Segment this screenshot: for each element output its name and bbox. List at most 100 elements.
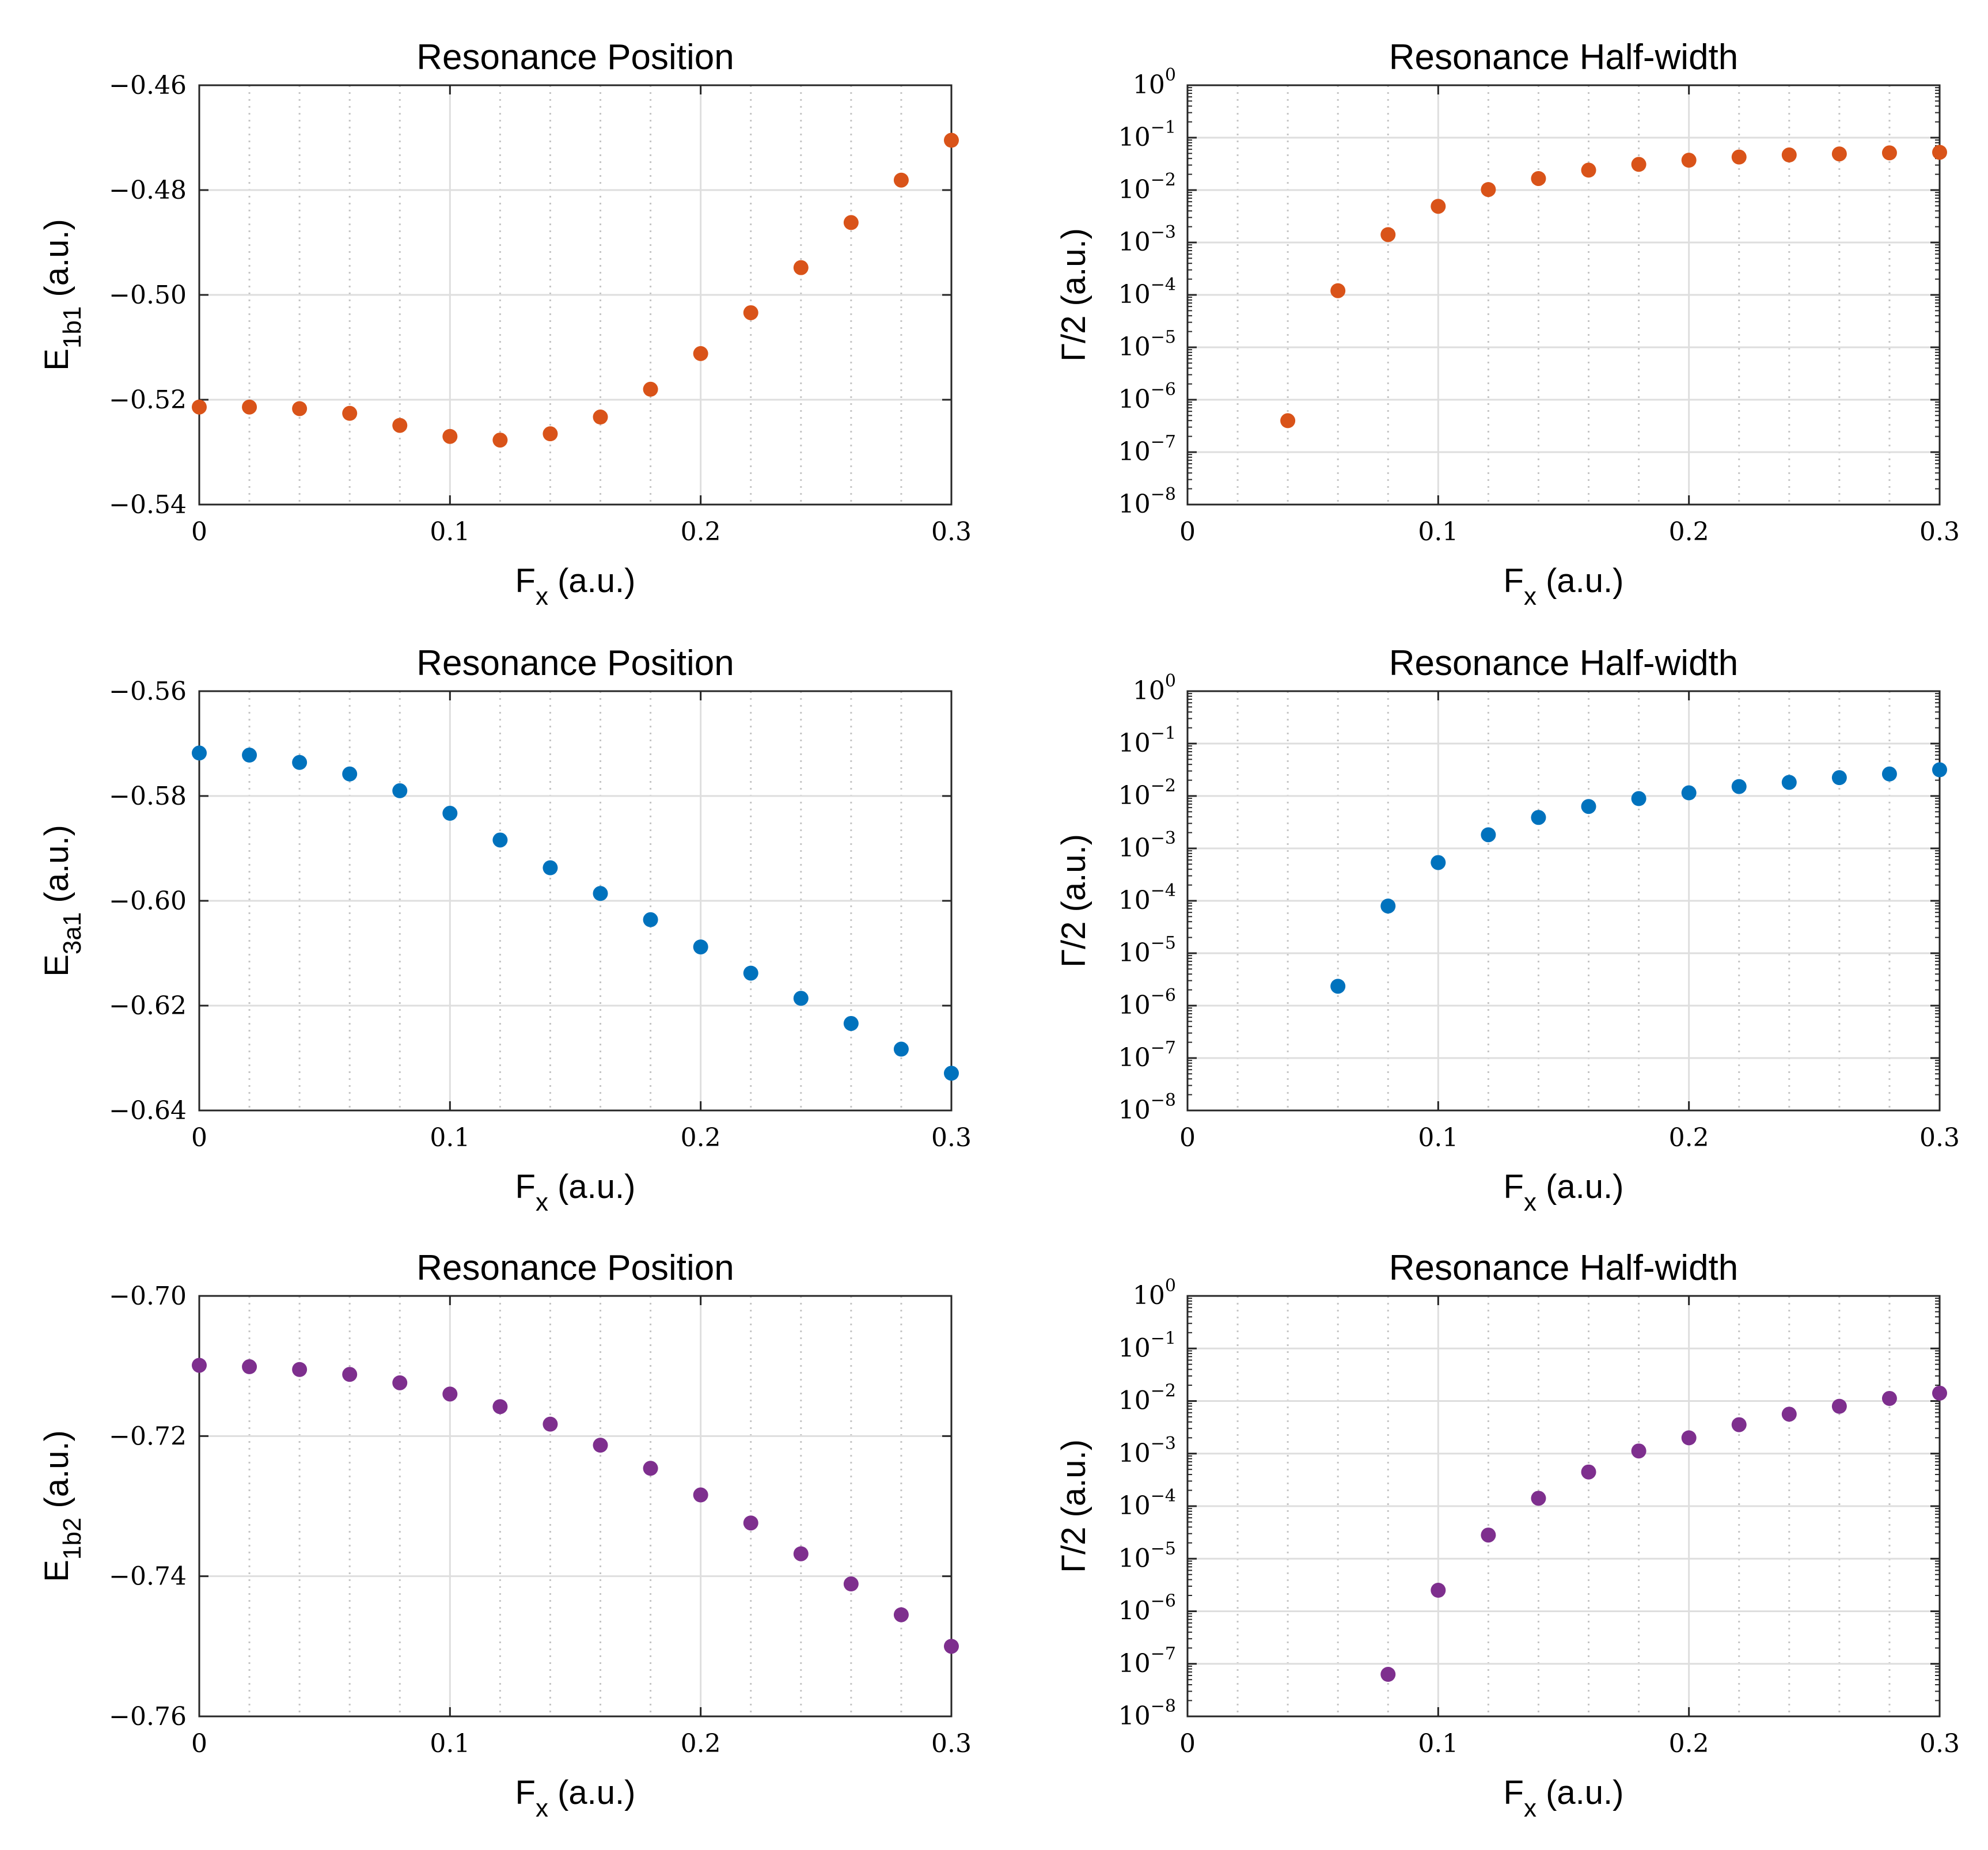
data-point <box>693 346 708 361</box>
data-point <box>1431 1583 1446 1598</box>
data-point <box>492 832 508 848</box>
x-tick-label: 0 <box>191 517 207 547</box>
data-point <box>1330 283 1346 298</box>
data-point <box>593 1438 608 1453</box>
x-axis-label: Fx (a.u.) <box>1504 1774 1624 1822</box>
x-tick-label: 0.3 <box>931 517 972 547</box>
data-point <box>1481 1527 1496 1543</box>
y-tick-label: 10−3 <box>1118 828 1176 863</box>
data-point <box>1581 799 1596 814</box>
data-point <box>593 410 608 425</box>
data-point <box>1881 1390 1897 1406</box>
x-tick-label: 0.2 <box>681 517 721 547</box>
y-tick-label: 10−7 <box>1118 1644 1176 1678</box>
x-tick-label: 0.1 <box>430 517 470 547</box>
y-axis-label: Γ/2 (a.u.) <box>1055 1439 1092 1573</box>
x-tick-label: 0.3 <box>1919 1729 1960 1758</box>
y-tick-label: −0.46 <box>109 71 187 100</box>
data-point <box>1581 1464 1596 1480</box>
y-tick-label: 10−5 <box>1118 327 1176 362</box>
y-tick-label: 10−8 <box>1118 1090 1176 1125</box>
x-tick-label: 0.1 <box>1418 1729 1458 1758</box>
data-point <box>1831 770 1847 786</box>
grid <box>199 85 951 505</box>
data-point <box>1380 1667 1396 1682</box>
x-tick-label: 0.1 <box>430 1123 470 1153</box>
data-point <box>1881 145 1897 161</box>
grid <box>1188 1296 1940 1716</box>
data-point <box>1431 855 1446 870</box>
data-point <box>1781 775 1797 790</box>
data-point <box>342 405 358 421</box>
y-tick-label: 100 <box>1133 65 1176 100</box>
x-tick-label: 0 <box>1179 517 1196 547</box>
y-tick-label: 10−6 <box>1118 1591 1176 1626</box>
y-tick-label: 10−2 <box>1118 776 1176 810</box>
data-series <box>192 1358 959 1654</box>
data-point <box>442 806 458 821</box>
data-series <box>1280 145 1947 429</box>
x-tick-label: 0 <box>1179 1123 1196 1153</box>
data-series <box>192 745 959 1081</box>
data-point <box>292 755 308 770</box>
plot-area <box>199 1296 951 1716</box>
data-point <box>793 991 809 1006</box>
data-point <box>743 1515 758 1531</box>
data-point <box>1831 1398 1847 1414</box>
y-tick-label: 100 <box>1133 671 1176 706</box>
data-point <box>192 1358 207 1373</box>
data-point <box>944 1066 959 1081</box>
x-tick-label: 0.2 <box>1669 1729 1709 1758</box>
x-axis-label: Fx (a.u.) <box>515 1168 636 1216</box>
data-series <box>1330 762 1947 994</box>
data-point <box>1481 182 1496 198</box>
y-tick-label: 10−6 <box>1118 380 1176 414</box>
x-tick-label: 0.3 <box>931 1123 972 1153</box>
data-point <box>442 1386 458 1402</box>
x-tick-label: 0.2 <box>681 1729 721 1758</box>
data-point <box>192 745 207 761</box>
data-point <box>1781 147 1797 163</box>
data-point <box>542 860 558 875</box>
data-point <box>1932 762 1947 778</box>
panel-4: 0 0.1 0.2 0.3 100 10−1 10−2 10−3 10−4 10−5 10−6 10−… <box>1055 643 1960 1216</box>
data-point <box>1681 785 1697 801</box>
x-tick-label: 0 <box>191 1123 207 1153</box>
data-point <box>242 1359 257 1374</box>
y-tick-label: −0.62 <box>109 991 187 1021</box>
panel-2: 0 0.1 0.2 0.3 100 10−1 10−2 10−3 10−4 10−5 10−6 10−… <box>1055 37 1960 611</box>
y-tick-label: 10−1 <box>1118 117 1176 152</box>
y-axis-label: E3a1 (a.u.) <box>38 825 86 977</box>
chart-title: Resonance Position <box>416 37 734 77</box>
data-point <box>1831 146 1847 162</box>
data-point <box>1881 766 1897 782</box>
y-tick-label: 10−8 <box>1118 484 1176 519</box>
data-point <box>743 965 758 981</box>
x-axis-label: Fx (a.u.) <box>515 562 636 611</box>
data-point <box>1581 162 1596 178</box>
data-point <box>492 1399 508 1415</box>
data-point <box>1731 149 1747 165</box>
panel-3: 0 0.1 0.2 0.3 −0.64 −0.62 −0.60 −0.58 −0.56 Reson… <box>38 643 972 1216</box>
ticks <box>1186 1295 1941 1718</box>
data-point <box>1531 1491 1546 1506</box>
data-point <box>1431 199 1446 214</box>
y-tick-label: 10−5 <box>1118 933 1176 968</box>
data-point <box>1531 170 1546 186</box>
x-tick-label: 0.3 <box>1919 517 1960 547</box>
y-tick-label: 10−3 <box>1118 222 1176 257</box>
y-tick-label: 10−1 <box>1118 1328 1176 1363</box>
y-tick-label: −0.54 <box>109 490 187 520</box>
data-point <box>893 1607 909 1622</box>
data-point <box>1280 413 1296 429</box>
x-tick-label: 0 <box>1179 1729 1196 1758</box>
y-tick-label: −0.74 <box>109 1562 187 1591</box>
data-point <box>1330 979 1346 994</box>
data-point <box>1481 827 1496 843</box>
data-series <box>1380 1385 1947 1682</box>
data-point <box>392 783 408 798</box>
data-point <box>1932 145 1947 160</box>
x-tick-label: 0.3 <box>931 1729 972 1758</box>
data-point <box>843 215 859 230</box>
data-point <box>693 1487 708 1503</box>
